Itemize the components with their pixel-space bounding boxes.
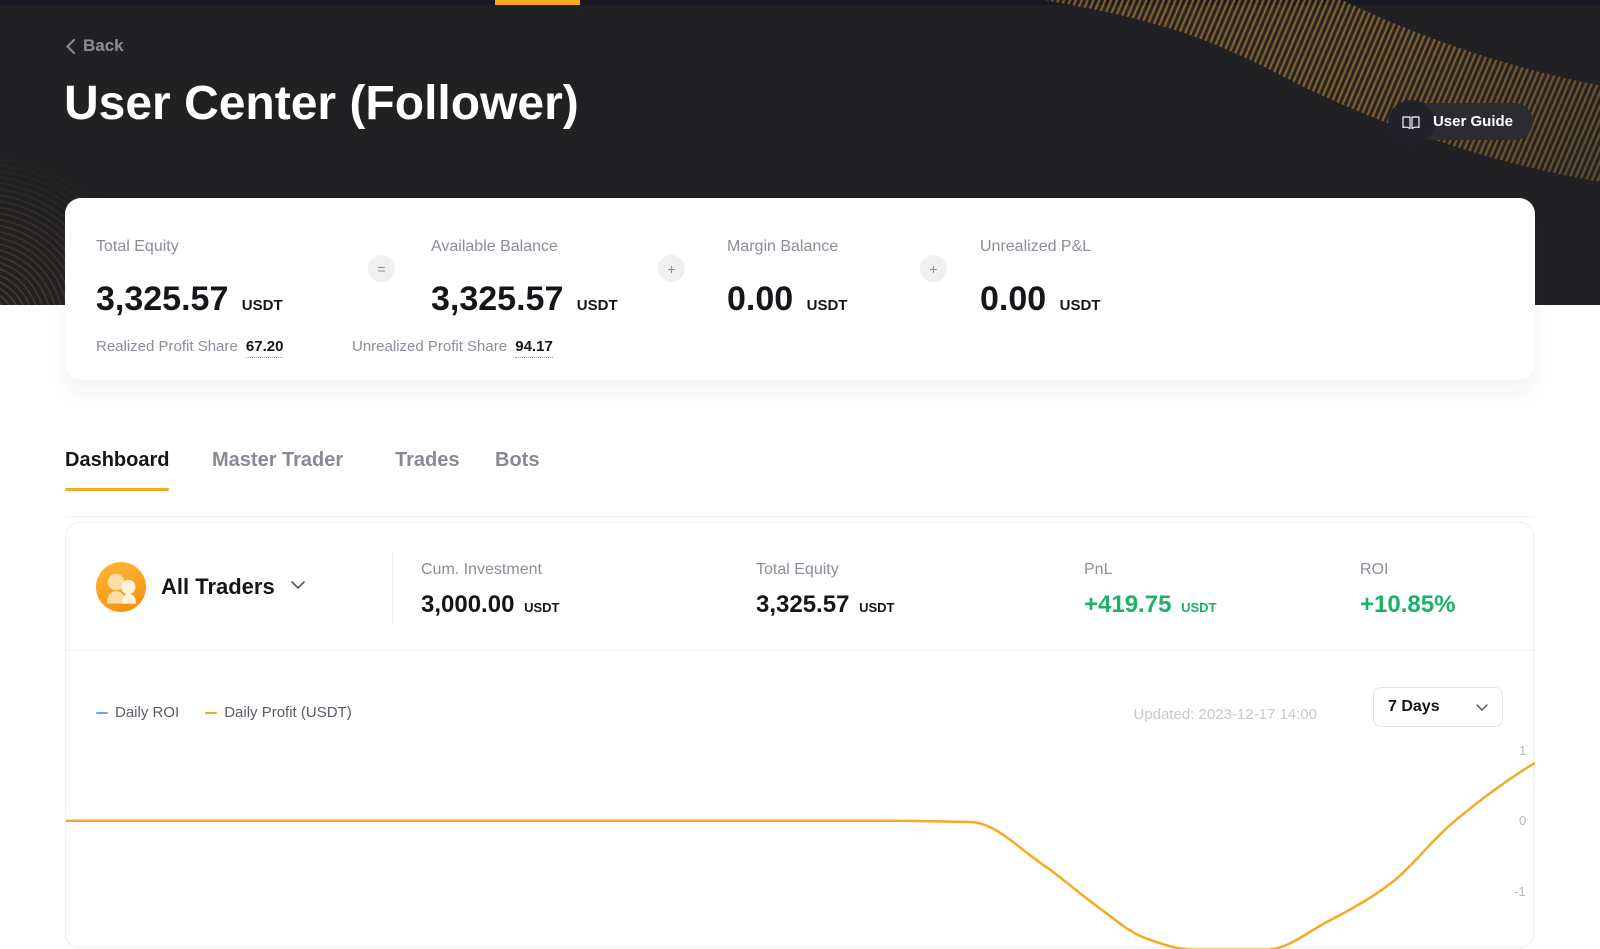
svg-text:0: 0 [1519, 813, 1526, 828]
svg-text:-1: -1 [1514, 884, 1526, 899]
svg-text:1: 1 [1519, 743, 1526, 758]
